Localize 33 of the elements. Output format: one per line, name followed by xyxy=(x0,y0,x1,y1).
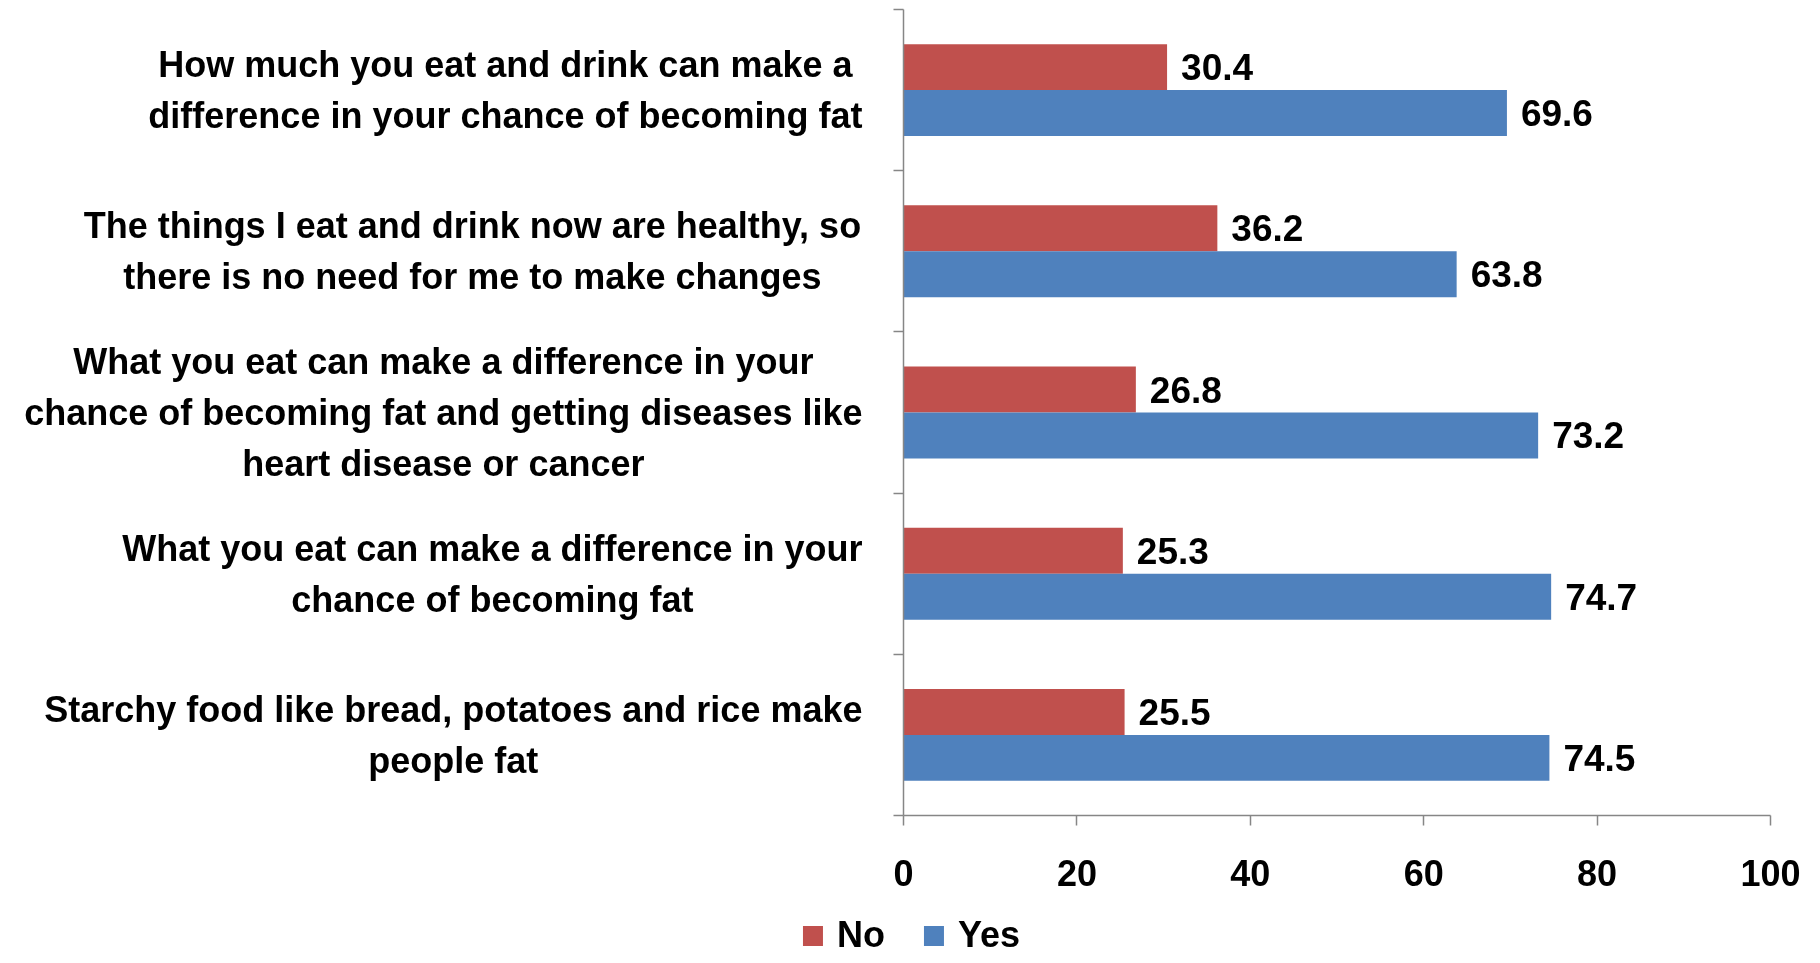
data-label: 74.7 xyxy=(1565,576,1638,618)
legend-label: No xyxy=(836,914,885,956)
y-tick-label: What you eat can make a difference in your chance of becoming fat and getting diseases like heart disease or cancer xyxy=(24,340,863,485)
x-tick-label: 80 xyxy=(1577,852,1618,894)
x-tick-label: 0 xyxy=(893,852,914,894)
bar xyxy=(903,251,1457,298)
data-label: 36.2 xyxy=(1231,208,1304,250)
data-label: 25.5 xyxy=(1138,691,1211,733)
x-tick-label: 40 xyxy=(1230,852,1271,894)
bar xyxy=(903,366,1136,413)
legend-label: Yes xyxy=(957,914,1021,956)
data-label: 26.8 xyxy=(1149,369,1222,411)
data-label: 25.3 xyxy=(1136,530,1209,572)
bar xyxy=(903,44,1168,91)
x-tick-label: 20 xyxy=(1056,852,1097,894)
x-tick-label: 60 xyxy=(1403,852,1444,894)
data-label: 73.2 xyxy=(1552,415,1625,457)
y-tick-label: How much you eat and drink can make a difference in your chance of becoming fat xyxy=(148,43,863,137)
data-label: 30.4 xyxy=(1181,47,1254,89)
data-label: 74.5 xyxy=(1563,737,1636,779)
y-tick-label: The things I eat and drink now are healthy, so there is no need for me to make changes xyxy=(83,205,862,298)
data-label: 69.6 xyxy=(1520,93,1593,135)
bar xyxy=(903,205,1218,252)
bar xyxy=(903,573,1552,620)
y-tick-label: What you eat can make a difference in your chance of becoming fat xyxy=(122,527,863,620)
data-label: 63.8 xyxy=(1470,254,1543,296)
y-tick-label: Starchy food like bread, potatoes and rice make people fat xyxy=(44,688,863,782)
bar xyxy=(903,412,1539,459)
bar xyxy=(903,688,1125,735)
x-tick-label: 100 xyxy=(1740,852,1801,894)
bar xyxy=(903,90,1507,137)
bar xyxy=(903,734,1550,781)
bar xyxy=(903,527,1123,574)
